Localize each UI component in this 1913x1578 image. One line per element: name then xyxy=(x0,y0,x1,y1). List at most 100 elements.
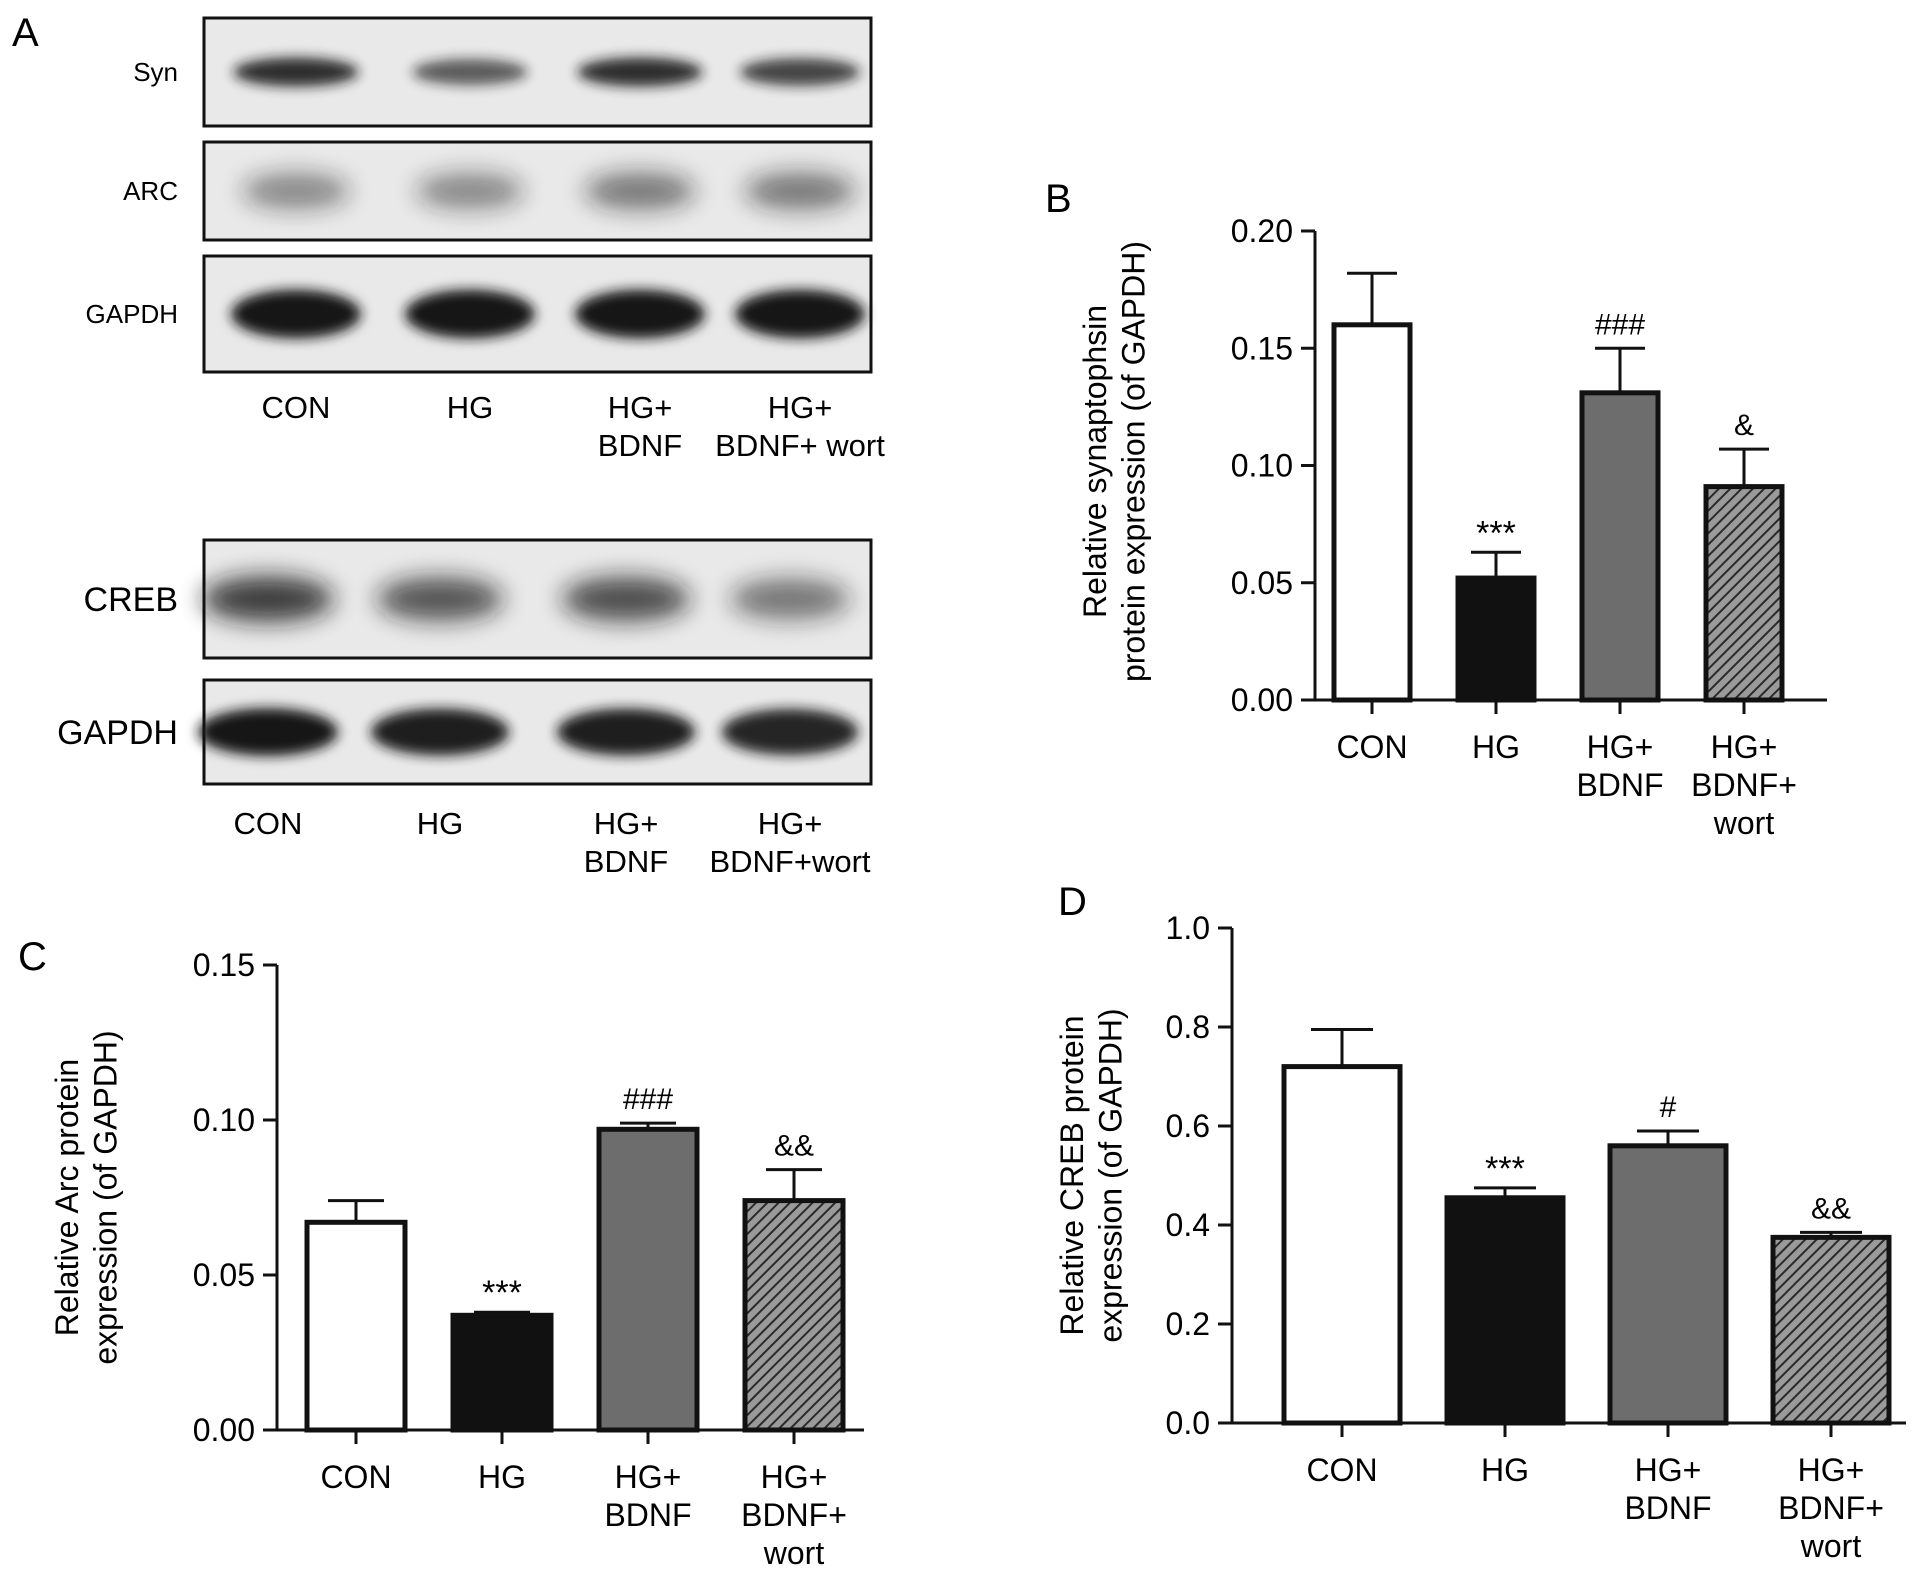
y-tick-label: 0.05 xyxy=(1231,565,1293,601)
blot-row-label: Syn xyxy=(133,57,178,87)
blot-row-label: GAPDH xyxy=(57,714,178,752)
x-tick-label: HG+ BDNF xyxy=(604,1459,691,1533)
y-tick-label: 0.2 xyxy=(1166,1306,1210,1342)
blot-band xyxy=(370,708,510,756)
blot-row-label: ARC xyxy=(123,176,178,206)
chart-d: D 0.0 0.2 0.4 0.6 0.8 1.0 Relative CREB protein… xyxy=(1054,880,1906,1564)
blot-band xyxy=(231,289,361,339)
blot-band xyxy=(577,57,703,87)
bar-hg-bdnf-wort xyxy=(1770,1234,1892,1426)
blot-band xyxy=(735,289,865,339)
blot-lane-label: HG+ BDNF xyxy=(584,806,668,879)
blot-row-creb: CREB xyxy=(84,538,873,660)
significance-annotation: && xyxy=(774,1130,814,1163)
x-tick-label: HG+ BDNF+ wort xyxy=(741,1459,847,1571)
significance-annotation: & xyxy=(1734,409,1754,442)
significance-annotation: && xyxy=(1811,1192,1851,1225)
blot-band xyxy=(416,173,524,209)
blot-band xyxy=(233,57,359,87)
x-tick-label: HG xyxy=(478,1459,526,1495)
y-tick-label: 0.8 xyxy=(1166,1009,1210,1045)
y-tick-label: 0.05 xyxy=(193,1257,255,1293)
y-tick-label: 0.4 xyxy=(1166,1207,1210,1243)
y-axis-label: Relative Arc proteinexpression (of GAPDH… xyxy=(49,1030,123,1364)
blot-lane-label: HG+ BDNF xyxy=(598,390,682,463)
blot-band xyxy=(202,576,334,622)
blot-band xyxy=(405,289,535,339)
bar-con xyxy=(304,1219,408,1433)
blot-lane-label: HG+ BDNF+wort xyxy=(709,806,870,879)
blot-band xyxy=(556,708,696,756)
bar-hg xyxy=(1455,575,1537,703)
blot-band xyxy=(377,577,503,621)
significance-annotation: *** xyxy=(482,1274,522,1312)
blot-row-gapdh: GAPDH xyxy=(86,254,873,374)
x-tick-label: HG xyxy=(1481,1452,1529,1488)
panel-label: B xyxy=(1045,177,1072,221)
blot-group-2: CREB GAPDH CON HG HG+ BDNF HG+ BDNF+wort xyxy=(57,538,873,879)
x-tick-label: HG+ BDNF xyxy=(1576,729,1663,803)
blot-row-syn: Syn xyxy=(133,16,873,128)
bar-hg-bdnf-wort xyxy=(742,1198,846,1433)
blot-band xyxy=(730,578,850,620)
x-tick-label: HG+ BDNF xyxy=(1624,1452,1711,1526)
y-tick-label: 0.00 xyxy=(1231,682,1293,718)
panel-label: C xyxy=(18,935,47,979)
y-axis-label: Relative synaptophsinprotein expression … xyxy=(1077,241,1151,682)
y-tick-label: 0.00 xyxy=(193,1412,255,1448)
blot-lane-label: CON xyxy=(234,806,303,841)
blot-lane-label: HG+ BDNF+ wort xyxy=(715,390,885,463)
panel-a-label: A xyxy=(12,11,39,55)
blot-row-label: CREB xyxy=(84,581,178,619)
chart-b: B 0.00 0.05 0.10 0.15 0.20 Relative synaptophs… xyxy=(1045,177,1827,841)
y-tick-label: 1.0 xyxy=(1166,910,1210,946)
panel-a: A Syn ARC GAPDH CON HG HG+ BDNF HG+ BDNF+ wort C… xyxy=(12,11,885,879)
blot-band xyxy=(584,172,696,210)
significance-annotation: # xyxy=(1660,1091,1677,1124)
y-tick-label: 0.10 xyxy=(193,1102,255,1138)
blot-lane-label: HG xyxy=(447,390,494,425)
y-tick-label: 0.15 xyxy=(1231,330,1293,366)
blot-row-gapdh: GAPDH xyxy=(57,678,873,786)
bar-hg xyxy=(450,1312,554,1433)
panel-label: D xyxy=(1058,880,1087,924)
blot-band xyxy=(562,576,690,622)
blot-band xyxy=(412,58,528,86)
blot-lane-label: HG xyxy=(417,806,464,841)
blot-band xyxy=(242,173,350,209)
blot-row-label: GAPDH xyxy=(86,299,178,329)
y-tick-label: 0.6 xyxy=(1166,1108,1210,1144)
y-tick-label: 0.10 xyxy=(1231,448,1293,484)
y-axis-label: Relative CREB proteinexpression (of GAPD… xyxy=(1054,1008,1128,1342)
blot-row-arc: ARC xyxy=(123,140,873,242)
y-tick-label: 0.0 xyxy=(1166,1405,1210,1441)
bar-hg-bdnf xyxy=(596,1126,700,1433)
significance-annotation: ### xyxy=(1595,308,1645,341)
significance-annotation: ### xyxy=(623,1083,673,1116)
x-tick-label: CON xyxy=(1306,1452,1377,1488)
bar-hg-bdnf xyxy=(1579,390,1661,703)
significance-annotation: *** xyxy=(1476,514,1516,552)
bar-con xyxy=(1331,322,1413,703)
x-tick-label: HG+ BDNF+ wort xyxy=(1778,1452,1884,1564)
blot-band xyxy=(575,289,705,339)
blot-band xyxy=(739,58,861,86)
blot-group-1: Syn ARC GAPDH CON HG HG+ BDNF HG+ BDNF+ wort xyxy=(86,16,885,463)
x-tick-label: HG+ BDNF+ wort xyxy=(1691,729,1797,841)
significance-annotation: *** xyxy=(1485,1150,1525,1188)
x-tick-label: CON xyxy=(1336,729,1407,765)
x-tick-label: HG xyxy=(1472,729,1520,765)
blot-band xyxy=(721,708,859,756)
bar-con xyxy=(1281,1064,1403,1426)
blot-band xyxy=(744,172,856,210)
bar-hg xyxy=(1444,1195,1566,1426)
chart-c: C 0.00 0.05 0.10 0.15 Relative Arc proteinexp… xyxy=(18,935,864,1571)
y-tick-label: 0.15 xyxy=(193,947,255,983)
x-tick-label: CON xyxy=(320,1459,391,1495)
blot-band xyxy=(198,708,338,756)
y-tick-label: 0.20 xyxy=(1231,213,1293,249)
blot-lane-label: CON xyxy=(262,390,331,425)
bar-hg-bdnf xyxy=(1607,1143,1729,1426)
bar-hg-bdnf-wort xyxy=(1703,484,1785,703)
